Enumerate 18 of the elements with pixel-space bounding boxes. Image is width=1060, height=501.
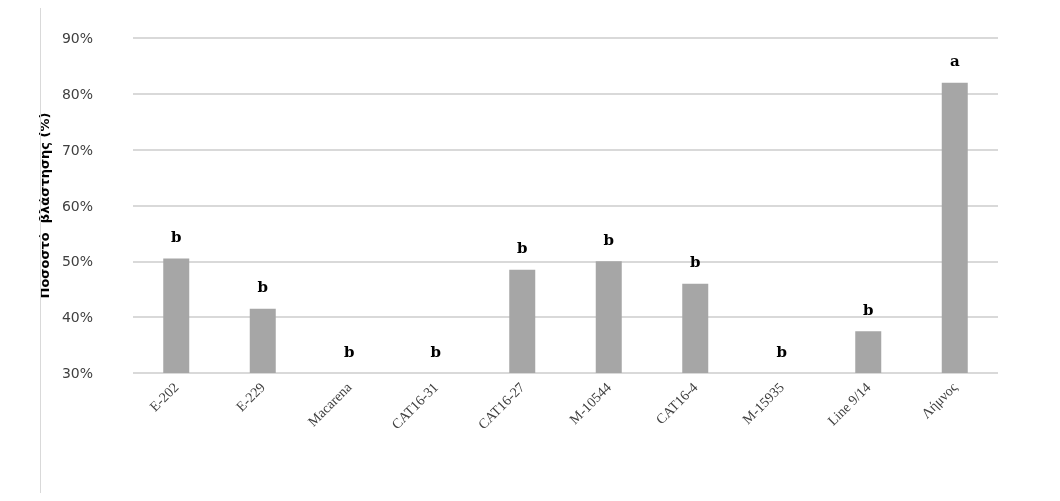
y-tick-label: 70% [61,141,93,158]
y-tick-label: 60% [61,197,93,214]
data-label: b [517,239,528,258]
y-tick-label: 30% [61,365,93,381]
y-tick-label: 90% [61,30,93,46]
data-label: b [863,300,874,319]
data-label: b [171,228,182,247]
data-label: b [690,253,701,272]
y-tick-label: 40% [61,309,93,326]
data-label: b [430,342,441,361]
data-label: b [344,342,355,361]
x-tick-label: Line 9/14 [824,379,874,429]
y-tick-label: 80% [61,85,93,102]
data-label: b [776,342,787,361]
data-label: b [603,230,614,249]
data-label: b [257,278,268,297]
y-tick-label: 50% [61,253,93,270]
data-label: a [949,52,960,71]
